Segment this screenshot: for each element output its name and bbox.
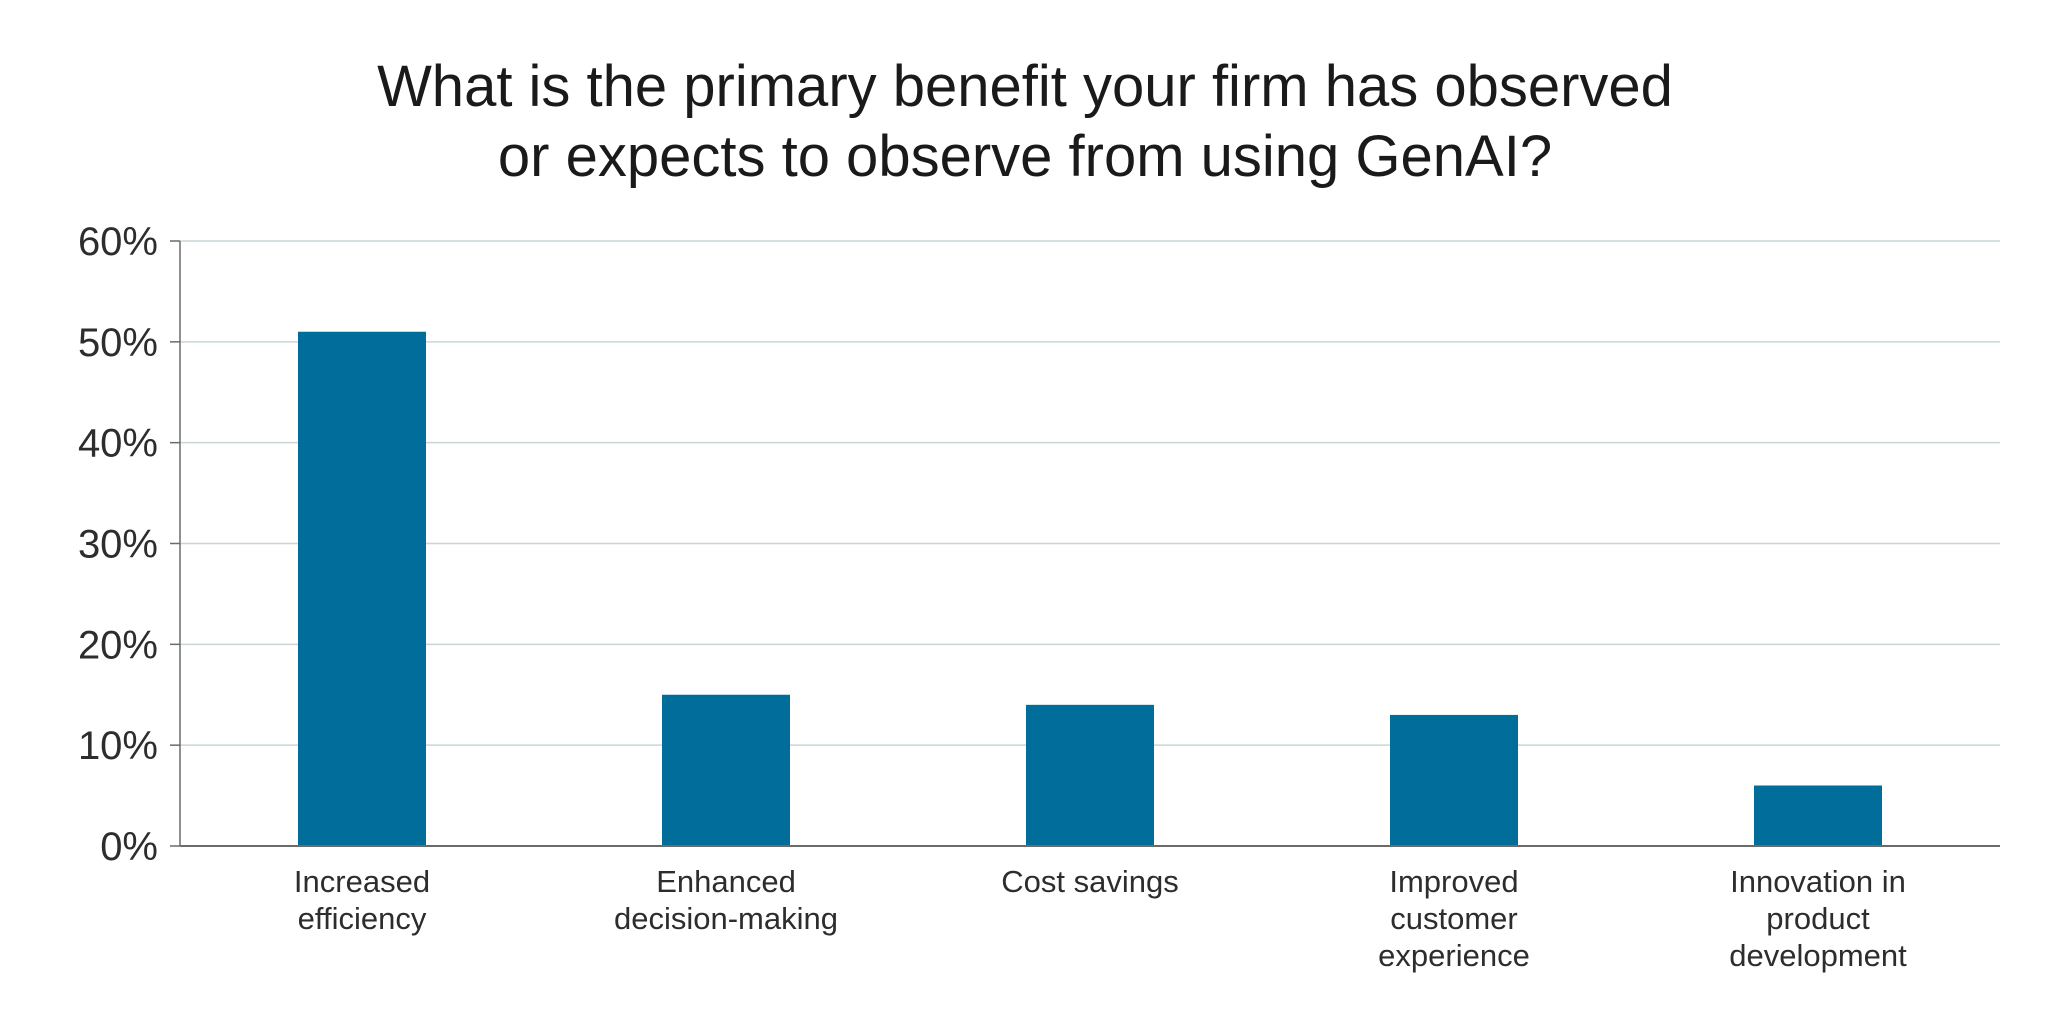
x-category-label-line: efficiency — [298, 901, 427, 936]
x-category-label-line: product — [1766, 901, 1870, 936]
y-tick-label: 30% — [78, 523, 158, 567]
bar-1 — [298, 331, 426, 846]
x-category-label-line: Cost savings — [1001, 864, 1178, 899]
x-category-label: Cost savings — [1001, 864, 1178, 899]
y-tick-label: 0% — [100, 825, 158, 869]
y-tick-label: 50% — [78, 321, 158, 365]
x-category-label: Increased efficiency — [294, 864, 430, 936]
x-category-label-line: Innovation in — [1730, 864, 1906, 899]
y-tick-label: 40% — [78, 422, 158, 466]
x-category-label-line: experience — [1378, 938, 1530, 973]
x-category-label: Enhanced decision-making — [614, 864, 838, 936]
x-category-label-line: Increased — [294, 864, 430, 899]
chart-title-line-1: What is the primary benefit your firm ha… — [377, 54, 1673, 119]
x-category-label: Innovation in product development — [1729, 864, 1907, 973]
x-category-label-line: Enhanced — [656, 864, 796, 899]
x-category-label-line: customer — [1390, 901, 1517, 936]
y-tick-label: 20% — [78, 623, 158, 667]
x-category-label-line: Improved — [1389, 864, 1518, 899]
chart-title: What is the primary benefit your firm ha… — [0, 52, 2050, 192]
bar-2 — [662, 694, 790, 846]
bar-5 — [1754, 785, 1882, 846]
x-category-label-line: development — [1729, 938, 1907, 973]
y-tick-label: 10% — [78, 724, 158, 768]
bar-4 — [1390, 714, 1518, 846]
chart-title-line-2: or expects to observe from using GenAI? — [497, 124, 1553, 189]
x-category-label-line: decision-making — [614, 901, 838, 936]
bar-3 — [1026, 704, 1154, 846]
x-category-label: Improved customer experience — [1378, 864, 1530, 973]
y-tick-label: 60% — [78, 220, 158, 264]
